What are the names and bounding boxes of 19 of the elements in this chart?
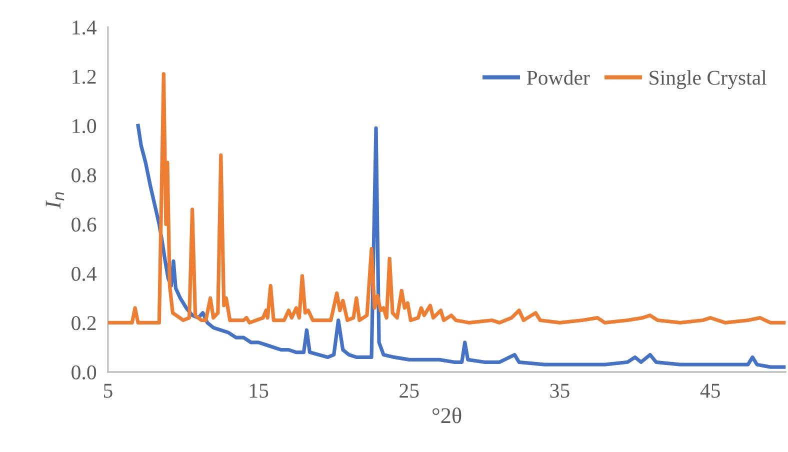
legend-label: Powder bbox=[526, 70, 590, 85]
y-tick-label: 0.0 bbox=[72, 365, 96, 380]
legend-label: Single Crystal bbox=[650, 70, 766, 90]
y-tick-label: 1.4 bbox=[72, 20, 97, 35]
x-tick-label: 25 bbox=[400, 384, 419, 398]
x-tick-label: 5 bbox=[104, 384, 112, 398]
y-tick-label: 0.2 bbox=[72, 316, 96, 330]
x-tick-label: 35 bbox=[550, 384, 570, 398]
line-series bbox=[108, 72, 786, 325]
y-tick-label: 0.4 bbox=[72, 266, 97, 281]
y-tick-label: 1.0 bbox=[72, 119, 96, 134]
y-tick-label: 0.6 bbox=[72, 218, 96, 232]
x-tick-label: 15 bbox=[250, 384, 268, 398]
x-tick-label: 45 bbox=[700, 384, 720, 398]
y-tick-label: 1.2 bbox=[72, 70, 96, 84]
y-tick-label: 0.8 bbox=[72, 168, 96, 182]
x-axis-title: °2θ bbox=[432, 407, 462, 424]
y-axis-title: I$_{n}$ bbox=[46, 192, 64, 209]
line-series bbox=[136, 124, 786, 369]
